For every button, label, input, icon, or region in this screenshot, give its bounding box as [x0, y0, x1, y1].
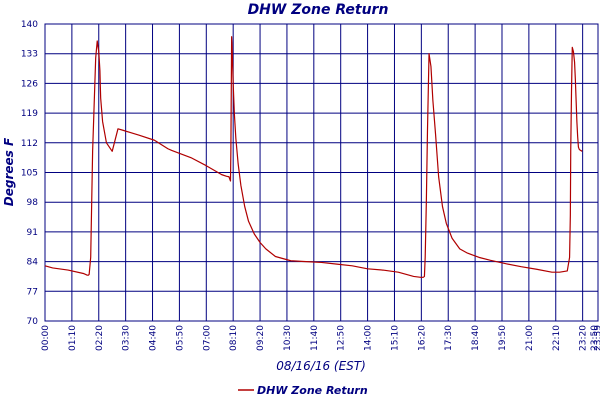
legend: DHW Zone Return [238, 384, 368, 397]
x-tick-label: 08:10 [229, 325, 239, 351]
x-tick-label: 19:50 [498, 325, 508, 351]
x-tick-label: 22:10 [552, 325, 562, 351]
x-tick-label: 04:40 [149, 325, 159, 351]
x-tick-label: 02:20 [95, 325, 105, 351]
x-tick-label: 18:40 [471, 325, 481, 351]
x-tick-label: 11:40 [310, 325, 320, 351]
x-axis-ticks: 00:00 01:10 02:20 03:30 04:40 05:50 07:00 08:10… [41, 325, 600, 351]
y-tick-label: 91 [27, 228, 38, 238]
y-tick-label: 70 [27, 317, 39, 327]
x-axis-label: 08/16/16 (EST) [276, 359, 366, 373]
y-axis-ticks: 70 77 84 91 98 105 112 119 126 133 140 [21, 20, 38, 327]
y-tick-label: 126 [21, 79, 38, 89]
x-tick-label: 01:10 [68, 325, 78, 351]
x-tick-label: 23:20 [579, 325, 589, 351]
x-tick-label: 12:50 [337, 325, 347, 351]
series-line [44, 36, 583, 278]
x-tick-label: 00:00 [41, 325, 51, 351]
y-tick-label: 98 [27, 198, 39, 208]
x-tick-label: 09:20 [256, 325, 266, 351]
y-tick-label: 140 [21, 20, 38, 30]
x-tick-label: 03:30 [122, 325, 132, 351]
y-tick-label: 119 [21, 109, 38, 119]
x-tick-label: 05:50 [175, 325, 185, 351]
chart-title: DHW Zone Return [248, 2, 389, 18]
x-tick-label: 21:00 [525, 325, 535, 351]
series-layer [44, 36, 583, 278]
x-tick-label: 23:59 [594, 325, 600, 351]
x-tick-label: 15:10 [390, 325, 400, 351]
x-tick-label: 10:30 [283, 325, 293, 351]
y-tick-label: 105 [21, 169, 38, 179]
x-tick-label: 23:50 [590, 325, 600, 351]
y-tick-label: 133 [21, 50, 38, 60]
grid [44, 23, 598, 322]
legend-label: DHW Zone Return [257, 384, 368, 397]
x-tick-label: 14:00 [364, 325, 374, 351]
x-tick-label: 07:00 [202, 325, 212, 351]
y-axis-label: Degrees F [2, 137, 16, 206]
x-tick-label: 16:20 [417, 325, 427, 351]
y-tick-label: 77 [27, 287, 38, 297]
x-tick-label: 17:30 [444, 325, 454, 351]
y-tick-label: 112 [21, 139, 38, 149]
plot-frame [44, 23, 599, 322]
y-tick-label: 84 [27, 258, 39, 268]
